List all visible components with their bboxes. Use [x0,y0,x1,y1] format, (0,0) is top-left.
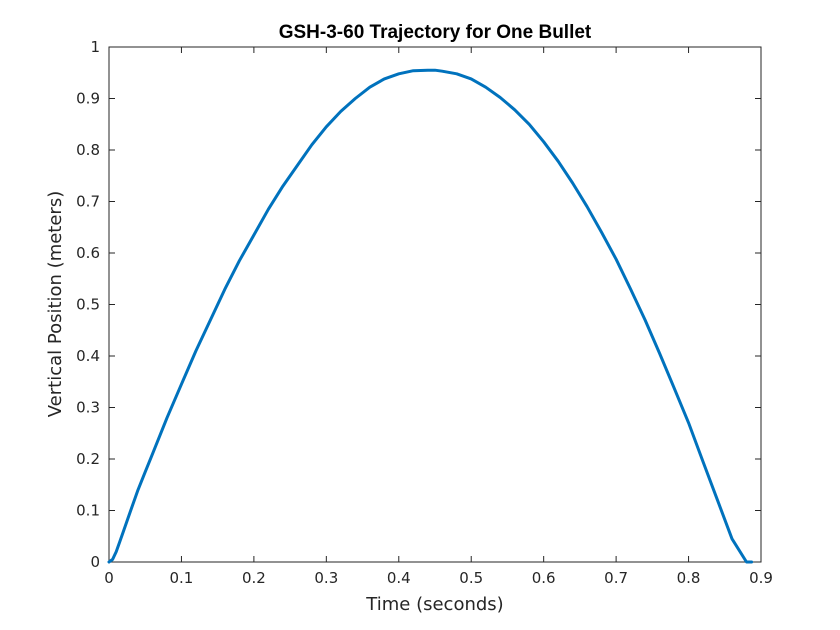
x-axis-label: Time (seconds) [365,594,503,615]
x-tick-label: 0.7 [604,569,628,587]
y-tick-label: 0.9 [76,90,100,108]
x-tick-label: 0.9 [749,569,773,587]
y-tick-label: 0.8 [76,141,100,159]
x-tick-label: 0.1 [170,569,194,587]
y-tick-label: 0.4 [76,347,100,365]
x-tick-label: 0.6 [532,569,556,587]
y-tick-label: 0 [90,553,100,571]
y-axis-label: Vertical Position (meters) [45,191,66,417]
x-tick-label: 0.4 [387,569,411,587]
y-tick-label: 0.6 [76,244,100,262]
x-tick-label: 0 [104,569,114,587]
y-tick-label: 1 [90,38,100,56]
y-tick-label: 0.5 [76,296,100,314]
x-tick-label: 0.3 [314,569,338,587]
x-tick-label: 0.2 [242,569,266,587]
plot-area: 0 0.1 0.2 0.3 0.4 0.5 0.6 0.7 0.8 0.9 0 0.1 0.2 0.3 0.… [76,38,773,587]
chart-title: GSH-3-60 Trajectory for One Bullet [279,22,592,43]
y-tick-label: 0.1 [76,502,100,520]
x-tick-label: 0.5 [459,569,483,587]
y-tick-label: 0.7 [76,193,100,211]
axes-box [108,46,762,563]
trajectory-line [107,68,754,564]
y-tick-label: 0.3 [76,399,100,417]
y-tick-label: 0.2 [76,450,100,468]
x-tick-label: 0.8 [677,569,701,587]
